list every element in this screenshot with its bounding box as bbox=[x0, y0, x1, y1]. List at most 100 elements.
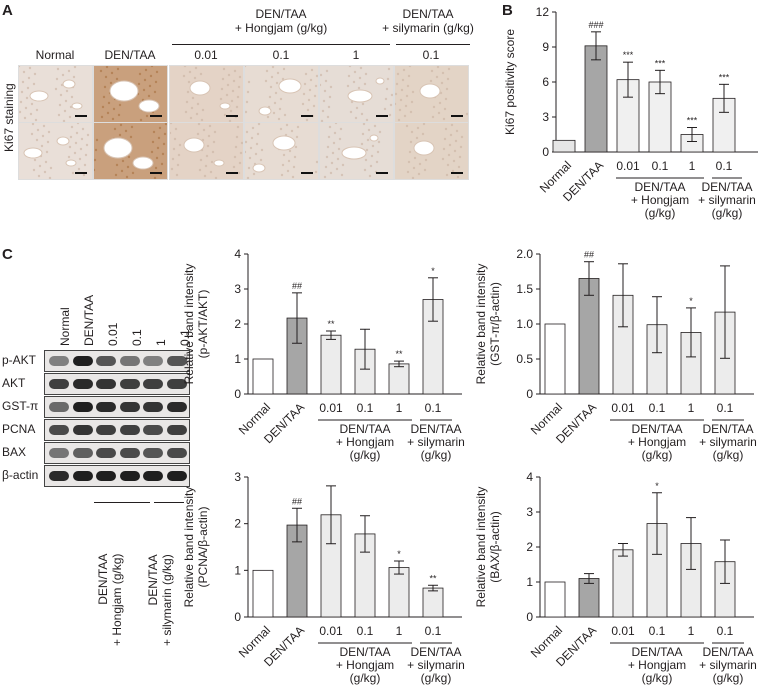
histology-tile bbox=[169, 122, 244, 180]
histology-tile bbox=[394, 122, 469, 180]
group-label: + Hongjam bbox=[628, 658, 686, 672]
blot-strip bbox=[44, 465, 190, 487]
bar bbox=[612, 549, 634, 618]
pakt-chart: 0 1 2 3 4 Relative band intensity (p-AKT/AKT) #… bbox=[182, 247, 465, 462]
blot-band bbox=[119, 402, 140, 412]
blot-row: β-actin bbox=[0, 465, 322, 487]
category-label: 0.1 bbox=[716, 159, 733, 173]
blot-band bbox=[166, 356, 187, 366]
y-tick-label: 2 bbox=[526, 540, 533, 554]
group-label: (g/kg) bbox=[642, 448, 673, 462]
group-label: + Hongjam bbox=[631, 193, 689, 207]
bar bbox=[422, 587, 444, 618]
blot-band bbox=[143, 379, 163, 389]
significance-mark: ** bbox=[327, 319, 335, 329]
scale-bar bbox=[150, 115, 162, 117]
category-label: 0.1 bbox=[717, 401, 734, 415]
group-label: + Hongjam bbox=[336, 435, 394, 449]
category-label: 0.1 bbox=[425, 624, 442, 638]
western-blot: Normal DEN/TAA 0.01 0.1 1 0.1 p-AKT AKT GST-π PCN… bbox=[0, 246, 360, 686]
col-label-silymarin-01: 0.1 bbox=[422, 48, 440, 62]
bar bbox=[320, 334, 342, 395]
blot-band bbox=[72, 425, 93, 435]
bar bbox=[388, 363, 410, 395]
scale-bar bbox=[75, 115, 87, 117]
group-label: DEN/TAA bbox=[339, 422, 390, 436]
y-tick-label: 4 bbox=[234, 247, 241, 261]
group-label: (g/kg) bbox=[350, 448, 381, 462]
blot-band bbox=[143, 425, 163, 435]
blot-band bbox=[119, 356, 140, 366]
y-tick-label: 0 bbox=[234, 610, 241, 624]
y-tick-label: 2.0 bbox=[516, 247, 533, 261]
y-tick-label: 1.5 bbox=[516, 282, 533, 296]
gst-chart: 0 0.5 1.0 1.5 2.0 Relative band intensity (GST… bbox=[474, 247, 757, 462]
group-label-silymarin: DEN/TAA + silymarin (g/kg) bbox=[382, 7, 474, 35]
y-tick-label: 3 bbox=[234, 282, 241, 296]
col-label-dentaa: DEN/TAA bbox=[104, 48, 156, 62]
blot-row-label: β-actin bbox=[2, 468, 39, 482]
group-line-silymarin bbox=[396, 44, 470, 45]
category-label: 0.01 bbox=[319, 624, 343, 638]
blot-band bbox=[96, 402, 116, 412]
y-tick-label: 3 bbox=[234, 470, 241, 484]
blot-band bbox=[49, 402, 69, 412]
category-label: 1 bbox=[396, 624, 403, 638]
y-axis-label: Relative band intensity bbox=[474, 264, 488, 385]
blot-band bbox=[143, 471, 163, 481]
category-label: 0.1 bbox=[649, 401, 666, 415]
group-label: + silymarin bbox=[698, 193, 756, 207]
blot-band bbox=[49, 448, 69, 458]
y-tick-label: 9 bbox=[542, 40, 549, 54]
group-label: DEN/TAA bbox=[339, 645, 390, 659]
group-label: DEN/TAA bbox=[410, 422, 461, 436]
group-label: DEN/TAA bbox=[631, 422, 682, 436]
y-tick-label: 12 bbox=[536, 5, 550, 19]
group-label: + silymarin bbox=[407, 435, 465, 449]
histology-tile bbox=[244, 122, 319, 180]
histology-tile bbox=[244, 65, 319, 123]
blot-row: GST-π bbox=[0, 396, 322, 418]
histology-tile bbox=[169, 65, 244, 123]
category-label: 0.01 bbox=[611, 624, 635, 638]
blot-row-label: PCNA bbox=[2, 422, 36, 436]
y-axis-label: (BAX/β-actin) bbox=[488, 511, 502, 583]
bar bbox=[388, 567, 410, 618]
scale-bar bbox=[451, 172, 463, 174]
blot-row-label: p-AKT bbox=[2, 353, 37, 367]
blot-band bbox=[96, 379, 116, 389]
category-label: 1 bbox=[688, 401, 695, 415]
blot-band bbox=[119, 448, 140, 458]
bar bbox=[578, 278, 600, 395]
histology-tile bbox=[93, 65, 168, 123]
y-axis-label: Ki67 positivity score bbox=[503, 29, 517, 135]
group-label: (g/kg) bbox=[421, 448, 452, 462]
scale-bar bbox=[451, 115, 463, 117]
y-axis-label: (GST-π/β-actin) bbox=[488, 282, 502, 366]
blot-band bbox=[49, 471, 69, 481]
blot-group-label-silymarin: DEN/TAA + silymarin (g/kg) bbox=[146, 554, 174, 646]
y-axis-label: (PCNA/β-actin) bbox=[196, 507, 210, 588]
y-tick-label: 1 bbox=[234, 352, 241, 366]
category-label: 0.1 bbox=[357, 401, 374, 415]
y-tick-label: 4 bbox=[526, 470, 533, 484]
significance-mark: *** bbox=[687, 116, 698, 126]
group-label: (g/kg) bbox=[645, 206, 676, 220]
group-label: DEN/TAA bbox=[701, 180, 752, 194]
blot-band bbox=[166, 471, 187, 481]
category-label: 1 bbox=[688, 624, 695, 638]
scale-bar bbox=[150, 172, 162, 174]
y-axis-label: (p-AKT/AKT) bbox=[196, 290, 210, 359]
blot-group-line-hongjam bbox=[94, 502, 150, 503]
blot-row: AKT bbox=[0, 373, 322, 395]
blot-band bbox=[119, 379, 140, 389]
y-tick-label: 1.0 bbox=[516, 317, 533, 331]
y-tick-label: 1 bbox=[526, 575, 533, 589]
category-label: 0.1 bbox=[649, 624, 666, 638]
blot-band bbox=[143, 356, 163, 366]
scale-bar bbox=[226, 115, 238, 117]
y-tick-label: 0 bbox=[526, 387, 533, 401]
lane-label: DEN/TAA bbox=[82, 294, 96, 346]
group-label: DEN/TAA bbox=[702, 645, 753, 659]
blot-band bbox=[96, 425, 116, 435]
